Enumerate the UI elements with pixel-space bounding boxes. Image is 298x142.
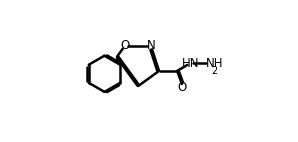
Text: 2: 2 [212,66,218,76]
Text: HN: HN [182,57,199,70]
Text: O: O [177,81,187,94]
Text: O: O [120,39,129,52]
Text: N: N [147,39,155,52]
Text: NH: NH [206,57,224,70]
